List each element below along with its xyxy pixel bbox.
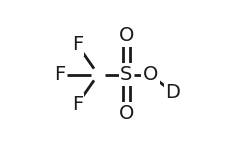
Text: O: O <box>118 26 134 45</box>
Text: S: S <box>120 65 132 84</box>
Text: O: O <box>142 65 157 84</box>
Text: O: O <box>118 104 134 123</box>
Text: D: D <box>164 83 179 102</box>
Text: F: F <box>71 35 82 54</box>
Text: F: F <box>54 65 65 84</box>
Text: F: F <box>71 95 82 114</box>
